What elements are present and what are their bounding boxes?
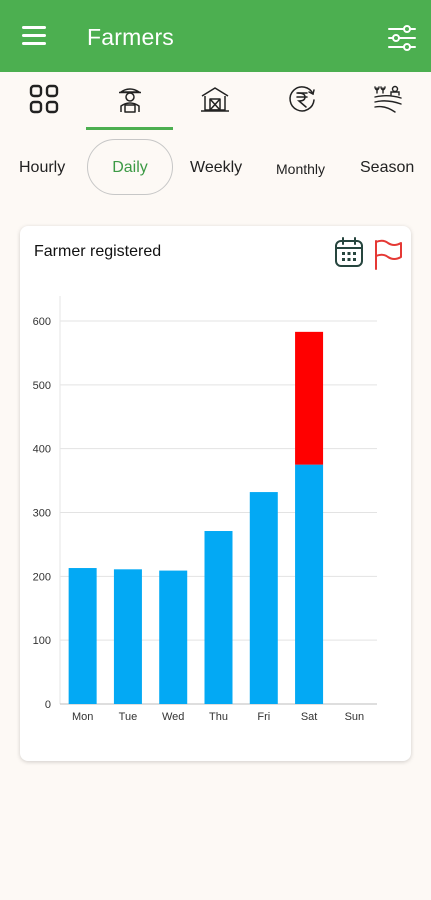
field-crop-icon[interactable]: [373, 84, 403, 114]
y-tick-label: 200: [33, 571, 51, 583]
y-tick-label: 300: [33, 508, 51, 520]
rupee-payment-icon[interactable]: [287, 84, 317, 114]
bar-fri-series1[interactable]: [249, 492, 278, 704]
period-hourly[interactable]: Hourly: [19, 159, 66, 176]
period-selector: Hourly Daily Weekly Monthly Season: [0, 135, 431, 199]
y-tick-label: 0: [45, 699, 51, 711]
x-tick-label: Tue: [119, 711, 138, 723]
x-tick-label: Wed: [162, 711, 184, 723]
flag-icon[interactable]: [373, 238, 403, 270]
x-tick-label: Sun: [345, 711, 365, 723]
hamburger-menu-icon[interactable]: [22, 26, 46, 46]
bar-chart: 0 100 200 300 400 500 600 Mon Tue Wed Thu Fri Sat Sun: [33, 296, 377, 723]
y-tick-label: 500: [33, 380, 51, 392]
grid-dashboard-icon[interactable]: [29, 84, 59, 114]
x-tick-label: Fri: [257, 711, 270, 723]
warehouse-icon[interactable]: [200, 84, 230, 114]
y-tick-label: 100: [33, 635, 51, 647]
x-tick-label: Sat: [301, 711, 318, 723]
page-title: Farmers: [87, 24, 175, 50]
sliders-filter-icon[interactable]: [386, 22, 418, 54]
period-daily-label: Daily: [112, 159, 148, 176]
app-bar: Farmers: [0, 0, 431, 72]
bar-tue-series1[interactable]: [113, 569, 142, 704]
y-tick-label: 400: [33, 444, 51, 456]
period-season[interactable]: Season: [360, 159, 415, 176]
bar-sat-series2[interactable]: [295, 331, 324, 465]
bar-sat-series1[interactable]: [295, 464, 324, 704]
x-tick-label: Mon: [72, 711, 93, 723]
farmer-person-icon[interactable]: [115, 84, 145, 114]
period-weekly[interactable]: Weekly: [190, 159, 243, 176]
y-tick-label: 600: [33, 316, 51, 328]
bar-thu-series1[interactable]: [204, 531, 233, 704]
period-daily-selected[interactable]: Daily: [87, 139, 173, 195]
calendar-icon[interactable]: [334, 236, 364, 268]
period-monthly[interactable]: Monthly: [276, 161, 326, 177]
bar-mon-series1[interactable]: [68, 568, 97, 704]
card-title: Farmer registered: [34, 243, 162, 260]
x-tick-label: Thu: [209, 711, 228, 723]
selected-tab-indicator: [86, 127, 173, 130]
bar-wed-series1[interactable]: [159, 570, 188, 704]
chart-card: Farmer registered 0 100 200 300 400 500 600 Mon…: [20, 226, 411, 761]
icon-tab-bar: [0, 72, 431, 130]
